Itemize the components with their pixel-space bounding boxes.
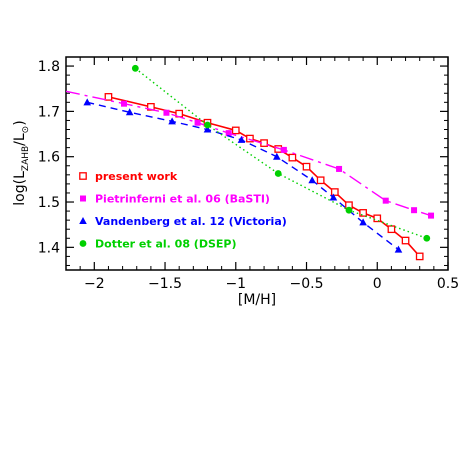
data-point — [203, 125, 212, 133]
data-point — [382, 197, 389, 204]
y-axis-label-middle: /L — [12, 133, 28, 146]
axis-ticks — [65, 56, 449, 270]
data-point — [79, 172, 87, 180]
data-point — [121, 100, 128, 107]
data-point — [302, 162, 311, 171]
data-point — [104, 93, 113, 101]
data-point — [79, 217, 87, 224]
data-point — [194, 119, 201, 126]
data-point — [204, 121, 211, 129]
data-point — [237, 135, 246, 143]
plot-frame — [65, 56, 449, 271]
data-point — [345, 206, 353, 214]
data-point — [415, 252, 424, 261]
series-group — [131, 64, 431, 242]
data-point — [225, 130, 232, 137]
data-point — [83, 98, 92, 106]
data-point — [280, 146, 287, 153]
data-point — [273, 152, 281, 160]
axis-tick-labels: −2 −1.5 −1 −0.5 0 0.5 1.4 1.5 1.6 1.7 1.8 — [38, 59, 459, 292]
x-tick-label: −2 — [84, 276, 105, 292]
data-point — [131, 64, 139, 72]
data-point — [373, 214, 382, 223]
data-point — [288, 153, 297, 162]
legend-label: Vandenberg et al. 12 (Victoria) — [95, 215, 287, 228]
legend-label: Dotter et al. 08 (DSEP) — [95, 238, 237, 251]
data-point — [359, 209, 367, 217]
y-tick-label: 1.5 — [38, 195, 60, 211]
data-point — [428, 212, 435, 219]
y-axis-label-suffix: ) — [12, 120, 28, 125]
series-layer — [66, 64, 435, 261]
data-point — [411, 207, 418, 214]
data-point — [336, 165, 343, 172]
y-axis-label-subscript: ZAHB — [21, 146, 31, 171]
data-point — [80, 195, 86, 202]
y-tick-label: 1.6 — [38, 150, 60, 166]
x-tick-label: −1.5 — [148, 276, 182, 292]
y-tick-label: 1.8 — [38, 59, 60, 75]
x-axis-label: [M/H] — [238, 292, 276, 308]
data-point — [168, 117, 176, 125]
data-point — [274, 170, 282, 177]
series-line — [134, 67, 428, 239]
series-line — [66, 90, 432, 217]
data-point — [423, 234, 431, 242]
series-line — [87, 101, 399, 251]
legend-label: Pietrinferni et al. 06 (BaSTI) — [95, 193, 270, 206]
y-axis-label-prefix: log(L — [12, 171, 28, 206]
x-tick-label: 0 — [373, 276, 382, 292]
y-tick-label: 1.4 — [38, 240, 60, 256]
data-point — [125, 108, 134, 116]
data-point — [231, 126, 240, 135]
y-tick-label: 1.7 — [38, 104, 60, 120]
data-point — [246, 134, 254, 143]
data-point — [308, 176, 316, 184]
y-axis-label-sun-subscript: ⊙ — [21, 126, 31, 134]
series-group — [66, 90, 435, 219]
x-tick-label: −0.5 — [290, 276, 324, 292]
data-point — [394, 245, 403, 253]
y-axis-label: log(LZAHB/L⊙) — [12, 120, 31, 205]
data-point — [163, 109, 170, 116]
data-point — [316, 176, 325, 185]
legend: present work Pietrinferni et al. 06 (BaST… — [79, 170, 287, 251]
data-point — [401, 236, 410, 245]
x-tick-label: 0.5 — [437, 276, 459, 292]
data-point — [329, 193, 338, 201]
x-tick-label: −1 — [225, 276, 246, 292]
legend-label: present work — [95, 170, 178, 183]
data-point — [79, 240, 87, 247]
series-group — [83, 98, 403, 253]
data-point — [359, 218, 367, 226]
data-point — [330, 188, 339, 196]
data-point — [387, 225, 396, 234]
